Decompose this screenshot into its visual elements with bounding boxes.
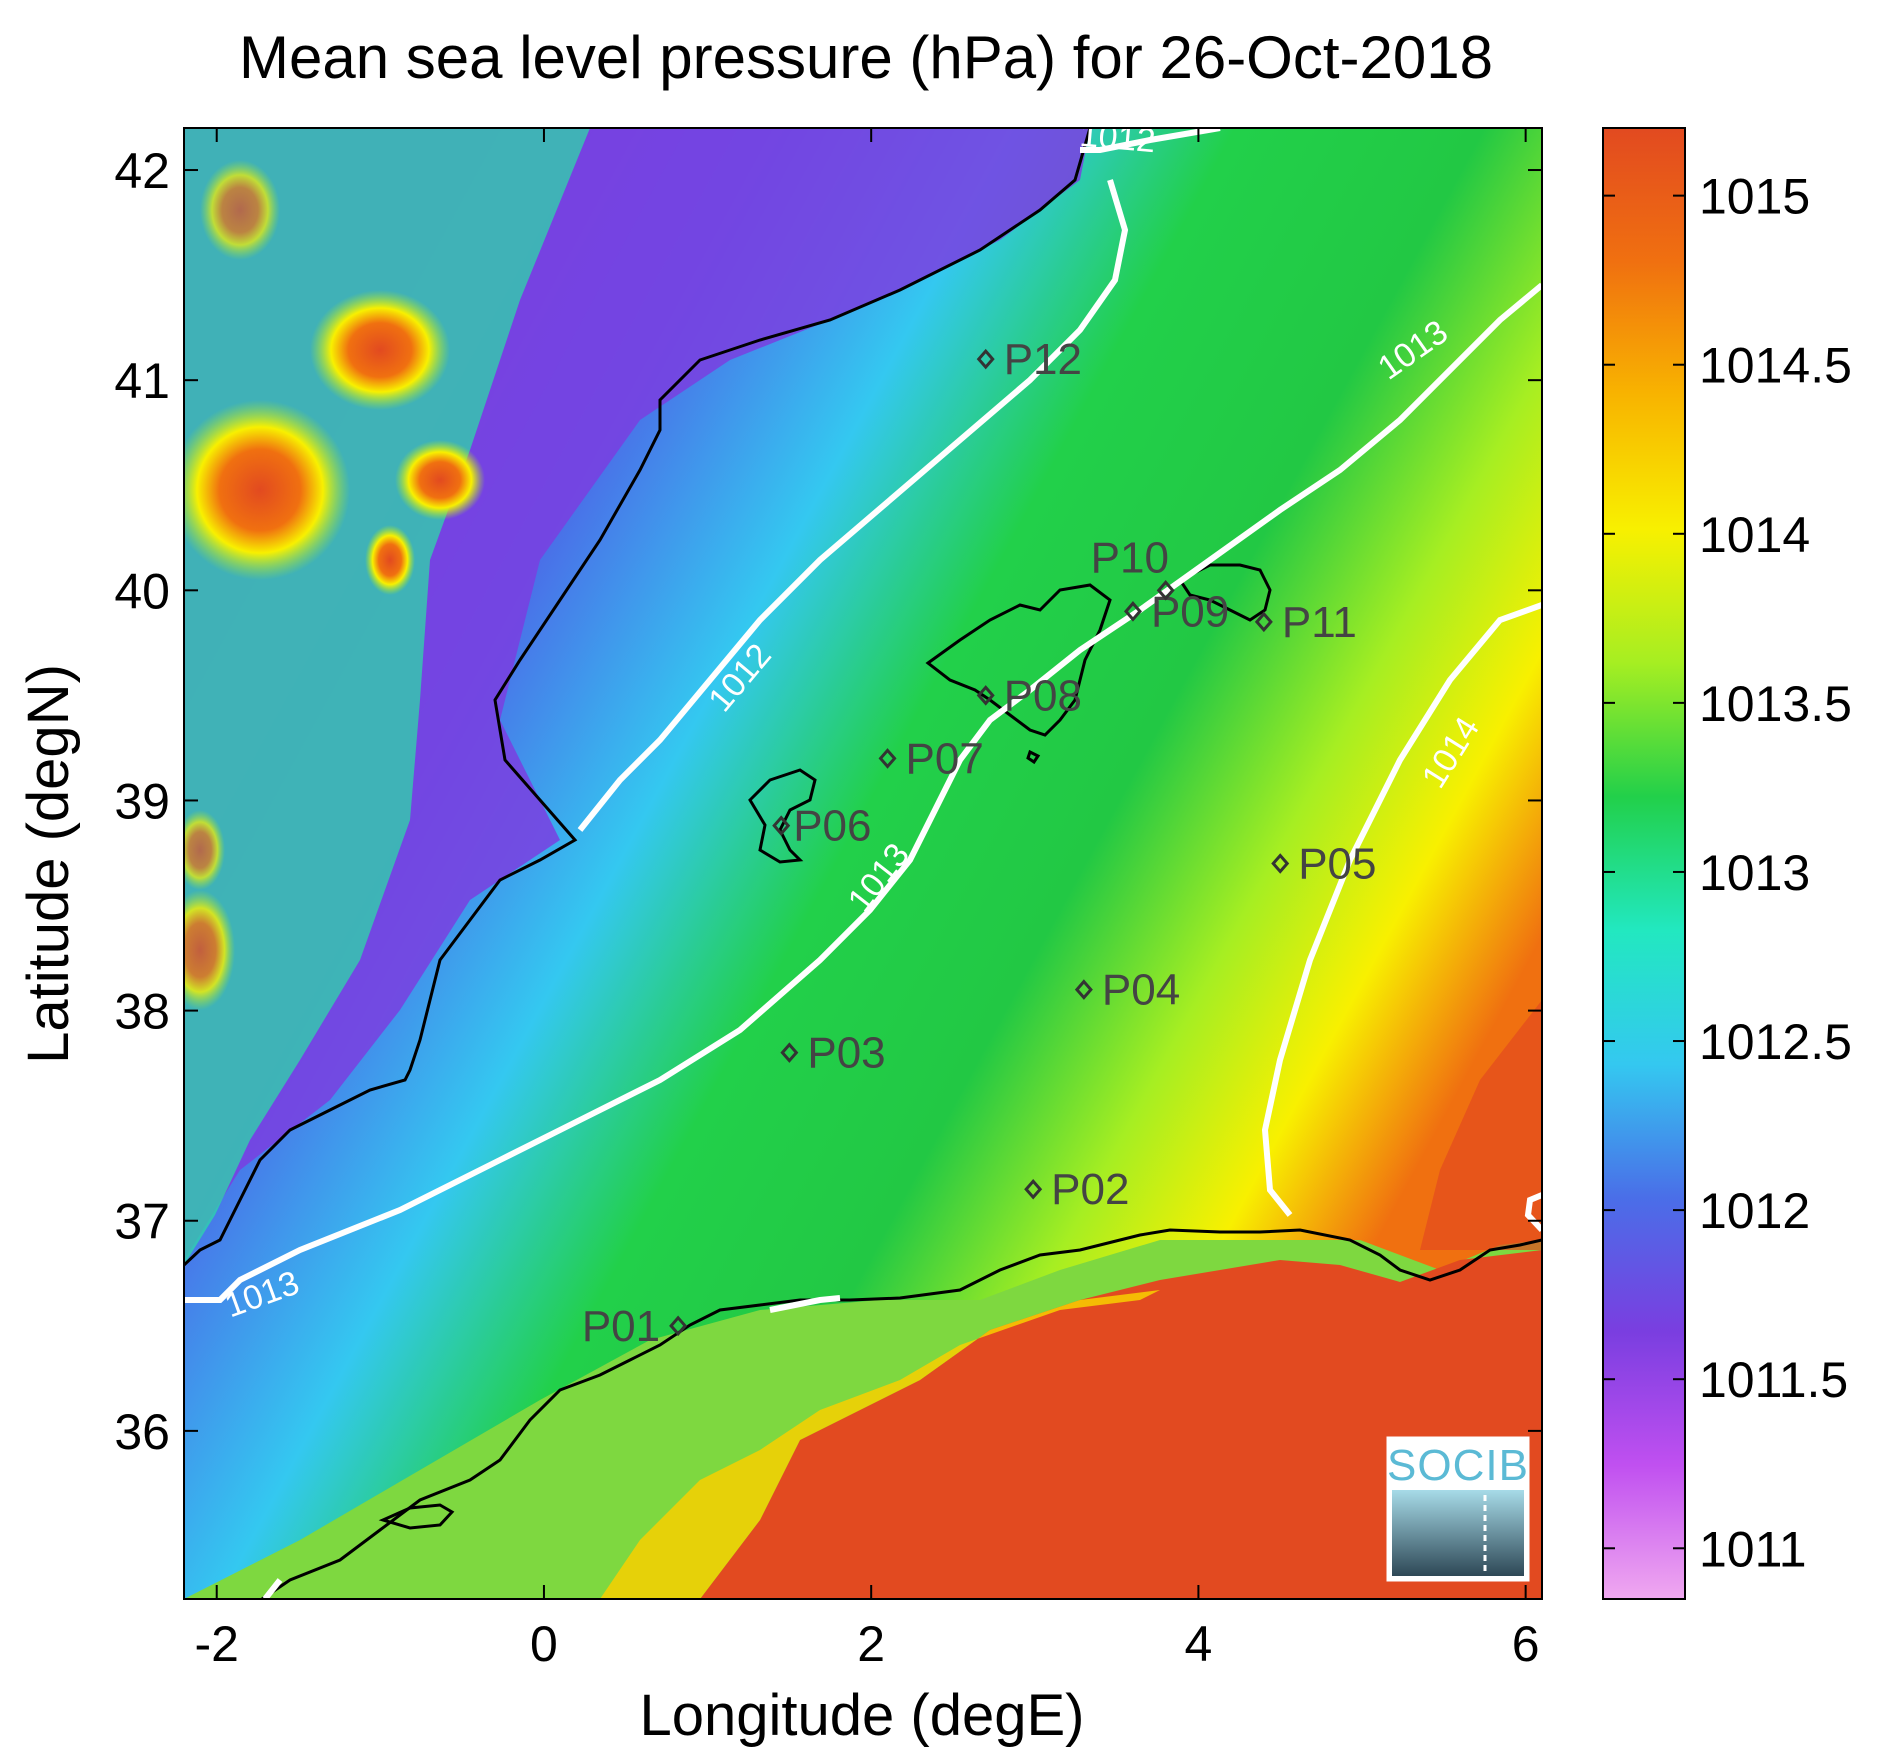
high-pressure-spot bbox=[395, 440, 485, 520]
station-label: P08 bbox=[1004, 671, 1082, 720]
high-pressure-spot bbox=[184, 810, 225, 890]
station-marker: P05 bbox=[1271, 840, 1377, 889]
alboran-island bbox=[378, 1503, 455, 1530]
isobar-1013-africa bbox=[769, 1295, 841, 1313]
logo-water bbox=[1392, 1490, 1524, 1576]
station-diamond bbox=[1156, 580, 1175, 601]
y-tick-label: 40 bbox=[114, 563, 170, 619]
isobar-contours bbox=[184, 128, 1542, 1599]
y-tick-label: 42 bbox=[114, 143, 170, 199]
station-marker: P12 bbox=[976, 335, 1082, 384]
x-tick-label: 2 bbox=[857, 1616, 885, 1672]
high-pressure-spot bbox=[310, 290, 450, 410]
station-diamond bbox=[1024, 1178, 1043, 1200]
y-tick-label: 36 bbox=[114, 1404, 170, 1460]
isobar-1012-main bbox=[577, 179, 1129, 832]
station-marker: P01 bbox=[582, 1302, 688, 1351]
iberia-coastline bbox=[184, 128, 1092, 1267]
colorbar-tick-label: 1012.5 bbox=[1699, 1014, 1852, 1070]
colorbar-tick-label: 1011 bbox=[1699, 1521, 1807, 1577]
station-marker: P07 bbox=[878, 734, 984, 783]
x-axis-ticks: -2 0 2 4 6 bbox=[194, 128, 1540, 1672]
menorca-coastline bbox=[1177, 563, 1272, 622]
station-diamond bbox=[1123, 601, 1142, 622]
isobar-1012-north bbox=[1080, 128, 1221, 153]
station-label: P06 bbox=[793, 802, 871, 851]
x-axis-label: Longitude (degE) bbox=[640, 1683, 1085, 1748]
station-label: P04 bbox=[1102, 966, 1180, 1015]
station-label: P07 bbox=[906, 734, 984, 783]
isobar-1015-corner bbox=[1524, 1192, 1542, 1233]
high-pressure-spot bbox=[184, 400, 350, 580]
plot-frame bbox=[183, 127, 1543, 1600]
station-marker: P03 bbox=[780, 1029, 886, 1078]
station-diamond bbox=[772, 815, 791, 836]
north-africa-yellow-band bbox=[600, 1290, 1160, 1599]
y-axis-label: Latitude (degN) bbox=[16, 664, 81, 1064]
high-pressure-spot bbox=[365, 525, 415, 595]
colorbar bbox=[1602, 127, 1686, 1600]
eastern-high-pressure bbox=[1420, 1000, 1542, 1250]
high-pressure-spot bbox=[184, 890, 235, 1010]
isobar-1014 bbox=[1261, 602, 1542, 1217]
station-label: P10 bbox=[1091, 533, 1169, 582]
colorbar-tick-label: 1011.5 bbox=[1699, 1352, 1848, 1408]
station-diamond bbox=[780, 1042, 799, 1063]
map-plot-area bbox=[184, 128, 1542, 1599]
station-marker: P10 bbox=[1091, 533, 1175, 601]
station-diamond bbox=[976, 685, 995, 706]
y-tick-label: 41 bbox=[114, 353, 170, 409]
x-tick-label: 4 bbox=[1185, 1616, 1213, 1672]
station-label: P11 bbox=[1282, 598, 1357, 647]
station-diamond bbox=[669, 1315, 688, 1337]
colorbar-tick-label: 1014.5 bbox=[1699, 338, 1852, 394]
isobar-1013-main bbox=[184, 282, 1542, 1303]
station-diamond bbox=[1254, 611, 1273, 633]
station-marker: P02 bbox=[1024, 1165, 1129, 1214]
figure-title: Mean sea level pressure (hPa) for 26-Oct… bbox=[239, 24, 1493, 91]
station-diamond bbox=[1074, 979, 1093, 1000]
station-marker: P04 bbox=[1074, 966, 1180, 1015]
y-tick-label: 37 bbox=[114, 1194, 170, 1250]
x-tick-label: 0 bbox=[530, 1616, 558, 1672]
station-label: P05 bbox=[1298, 840, 1376, 889]
ibiza-coastline bbox=[748, 768, 817, 864]
station-diamond bbox=[1271, 853, 1290, 874]
station-marker: P06 bbox=[772, 802, 871, 851]
colorbar-tick-label: 1013.5 bbox=[1699, 676, 1852, 732]
y-tick-label: 38 bbox=[114, 984, 170, 1040]
contour-label: 1012 bbox=[1078, 116, 1157, 160]
isobar-1013-southwest bbox=[262, 1578, 283, 1599]
station-label: P01 bbox=[582, 1302, 660, 1351]
colorbar-tick-label: 1015 bbox=[1699, 169, 1810, 225]
station-diamond bbox=[878, 748, 897, 769]
colorbar-tick-label: 1012 bbox=[1699, 1183, 1810, 1239]
colorbar-ticks: 1011 1011.5 1012 1012.5 1013 1013.5 1014 1014.5… bbox=[1603, 169, 1852, 1577]
y-axis-ticks: 36 37 38 39 40 41 42 bbox=[114, 143, 1542, 1460]
cabrera-island bbox=[1026, 749, 1041, 765]
colorbar-tick-label: 1013 bbox=[1699, 845, 1810, 901]
y-tick-label: 39 bbox=[114, 773, 170, 829]
station-label: P03 bbox=[807, 1029, 885, 1078]
station-diamond bbox=[976, 348, 995, 370]
x-tick-label: 6 bbox=[1512, 1616, 1540, 1672]
station-marker: P11 bbox=[1254, 598, 1357, 647]
logo-text: SOCIB bbox=[1387, 1441, 1529, 1490]
africa-coastline bbox=[261, 1228, 1542, 1599]
station-label: P02 bbox=[1051, 1165, 1129, 1214]
high-pressure-spot bbox=[200, 160, 280, 260]
colorbar-tick-label: 1014 bbox=[1699, 507, 1810, 563]
station-label: P12 bbox=[1004, 335, 1082, 384]
x-tick-label: -2 bbox=[194, 1616, 238, 1672]
socib-logo: SOCIB bbox=[1386, 1436, 1530, 1582]
station-marker: P08 bbox=[976, 671, 1082, 720]
north-africa-high bbox=[700, 1250, 1542, 1599]
